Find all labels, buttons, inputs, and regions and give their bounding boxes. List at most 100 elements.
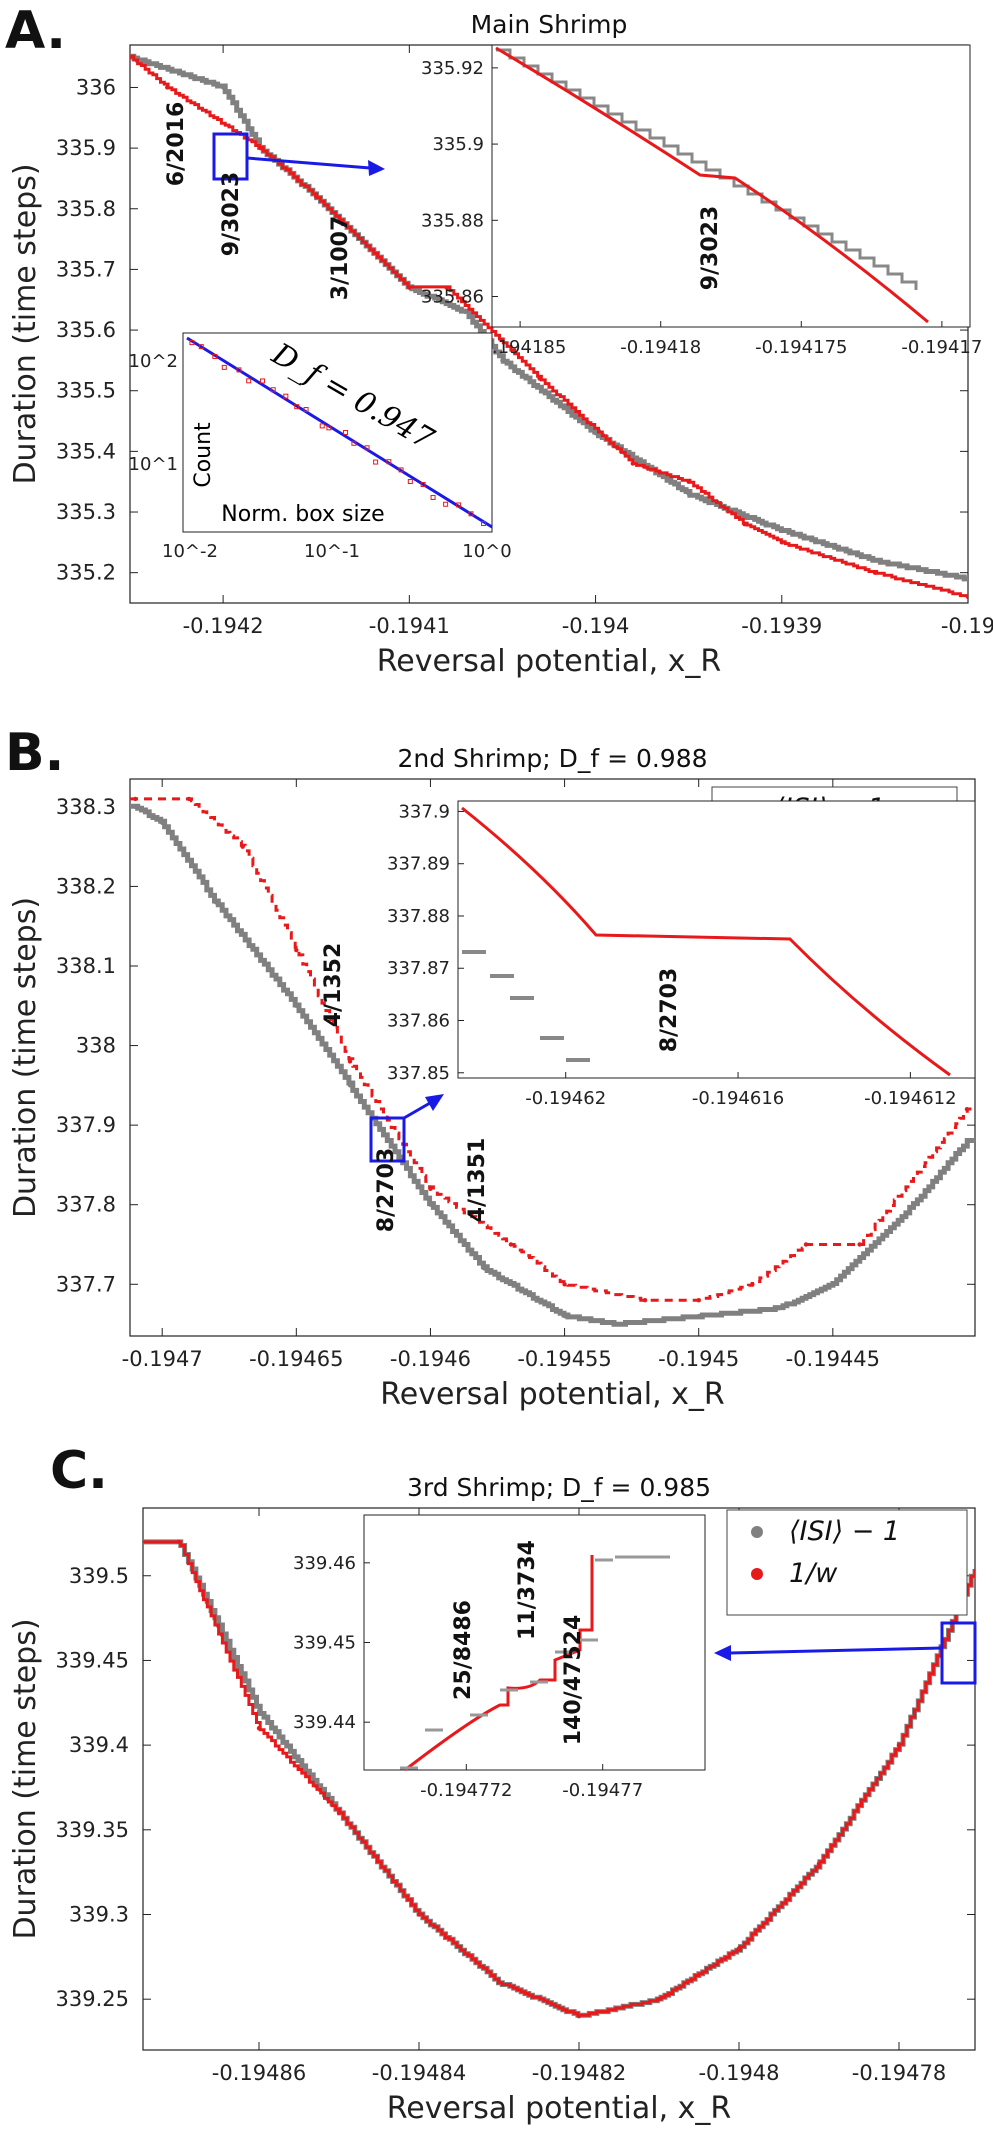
x-tick-label: -0.1941 bbox=[369, 614, 450, 638]
data-point bbox=[830, 1282, 836, 1287]
fractal-x-label: Norm. box size bbox=[221, 502, 384, 527]
zoom-arrow bbox=[403, 1101, 431, 1120]
data-point bbox=[220, 85, 226, 90]
axes-frame bbox=[142, 1507, 976, 2051]
chart-title: Main Shrimp bbox=[471, 10, 628, 39]
data-point bbox=[911, 1202, 916, 1207]
y-tick-label: 339.3 bbox=[69, 1903, 129, 1927]
y-tick-label: 337.7 bbox=[56, 1272, 116, 1296]
y-axis-label: Duration (time steps) bbox=[8, 163, 43, 484]
data-point bbox=[407, 285, 412, 290]
y-tick-label: 337.9 bbox=[56, 1113, 116, 1137]
fractal-point bbox=[343, 429, 349, 435]
panel-1: -0.1947 -0.19465 -0.1946 -0.19455 -0.1945 -0.… bbox=[5, 723, 976, 1412]
fractal-y-tick-label: 10^2 bbox=[129, 351, 178, 372]
data-point bbox=[642, 1297, 648, 1303]
legend-marker bbox=[751, 1526, 763, 1538]
inset-x-tick-label: -0.194175 bbox=[755, 337, 847, 358]
inset-y-tick-label: 337.88 bbox=[387, 906, 450, 927]
y-tick-label: 339.35 bbox=[56, 1818, 129, 1842]
fractal-point bbox=[303, 407, 309, 413]
y-tick-label: 338.2 bbox=[56, 874, 116, 898]
inset-x-tick-label: -0.194772 bbox=[420, 1780, 512, 1801]
inset-y-tick-label: 339.45 bbox=[293, 1633, 356, 1654]
x-tick-label: -0.19486 bbox=[212, 2061, 306, 2085]
data-point bbox=[562, 1282, 567, 1287]
fractal-point bbox=[260, 378, 266, 384]
inset-inv-w-line bbox=[404, 1555, 594, 1772]
series-line-inv-w bbox=[130, 797, 975, 1302]
legend-label: 1/w bbox=[789, 1558, 838, 1589]
inset-y-tick-label: 335.88 bbox=[421, 210, 484, 231]
annotation: 3/1007 bbox=[328, 216, 353, 301]
x-axis-label: Reversal potential, x_R bbox=[377, 644, 722, 679]
data-point bbox=[347, 1059, 353, 1064]
data-point bbox=[656, 1996, 662, 2002]
x-tick-label: -0.19482 bbox=[532, 2061, 626, 2085]
inset-y-tick-label: 337.89 bbox=[387, 854, 450, 875]
zoom-box bbox=[212, 132, 249, 181]
x-tick-label: -0.1946 bbox=[390, 1347, 471, 1371]
x-tick-label: -0.1939 bbox=[741, 614, 822, 638]
y-axis-label: Duration (time steps) bbox=[8, 897, 43, 1218]
data-point bbox=[965, 594, 968, 600]
y-tick-label: 337.8 bbox=[56, 1193, 116, 1217]
panel-letter: C. bbox=[50, 1441, 108, 1501]
inset-annotation: 25/8486 bbox=[451, 1600, 476, 1700]
x-tick-label: -0.19455 bbox=[517, 1347, 611, 1371]
data-point bbox=[186, 796, 192, 802]
zoom-arrow bbox=[729, 1646, 943, 1655]
fractal-point bbox=[212, 353, 218, 359]
annotation: 6/2016 bbox=[164, 102, 189, 187]
zoom-arrowhead bbox=[714, 1645, 731, 1661]
legend-box bbox=[726, 1509, 968, 1616]
data-point bbox=[803, 1242, 809, 1247]
data-point bbox=[593, 430, 598, 436]
y-tick-label: 335.9 bbox=[56, 136, 116, 160]
zoom-box bbox=[940, 1621, 977, 1685]
fractal-point bbox=[294, 404, 300, 410]
inset-y-tick-label: 337.9 bbox=[398, 801, 450, 822]
fractal-point bbox=[319, 423, 325, 429]
panel-letter: B. bbox=[5, 723, 64, 783]
data-point bbox=[416, 1912, 422, 1917]
y-tick-label: 335.3 bbox=[56, 500, 116, 524]
series-line-isi bbox=[130, 803, 975, 1327]
data-point bbox=[779, 540, 784, 545]
inset-annotation: 140/47524 bbox=[561, 1615, 586, 1746]
inset-y-tick-label: 339.46 bbox=[293, 1553, 356, 1574]
inset-plot: -0.194772 -0.19477 339.44 339.45 339.46 25/84… bbox=[293, 1514, 706, 1801]
fractal-point bbox=[364, 445, 370, 451]
y-axis-label: Duration (time steps) bbox=[8, 1618, 43, 1939]
fractal-point bbox=[326, 425, 332, 431]
legend-marker bbox=[751, 1568, 763, 1580]
y-tick-label: 339.4 bbox=[69, 1733, 129, 1757]
y-tick-label: 335.6 bbox=[56, 318, 116, 342]
data-point bbox=[750, 1282, 755, 1287]
data-layer bbox=[130, 796, 975, 1327]
inset-frame bbox=[491, 44, 971, 328]
x-tick-label: -0.194 bbox=[562, 614, 630, 638]
data-point bbox=[776, 1305, 782, 1311]
x-tick-label: -0.1942 bbox=[183, 614, 264, 638]
fractal-point bbox=[468, 511, 474, 517]
annotation: 4/1352 bbox=[321, 943, 346, 1028]
data-point bbox=[964, 1107, 970, 1112]
y-tick-label: 335.7 bbox=[56, 257, 116, 281]
zoom-arrow bbox=[246, 156, 371, 170]
inset-frame bbox=[457, 800, 976, 1079]
data-point bbox=[213, 900, 219, 905]
fractal-point bbox=[420, 482, 426, 488]
inset-x-tick-label: -0.19417 bbox=[901, 337, 982, 358]
data-point bbox=[616, 1321, 621, 1327]
x-tick-label: -0.19484 bbox=[372, 2061, 466, 2085]
data-point bbox=[294, 1003, 299, 1008]
data-point bbox=[258, 145, 263, 151]
data-point bbox=[463, 309, 468, 315]
panel-0: -0.1942 -0.1941 -0.194 -0.1939 -0.19 335.2 335… bbox=[5, 1, 993, 679]
inset-annotation: 8/2703 bbox=[657, 968, 682, 1053]
data-point bbox=[347, 1083, 353, 1088]
y-tick-label: 335.5 bbox=[56, 379, 116, 403]
